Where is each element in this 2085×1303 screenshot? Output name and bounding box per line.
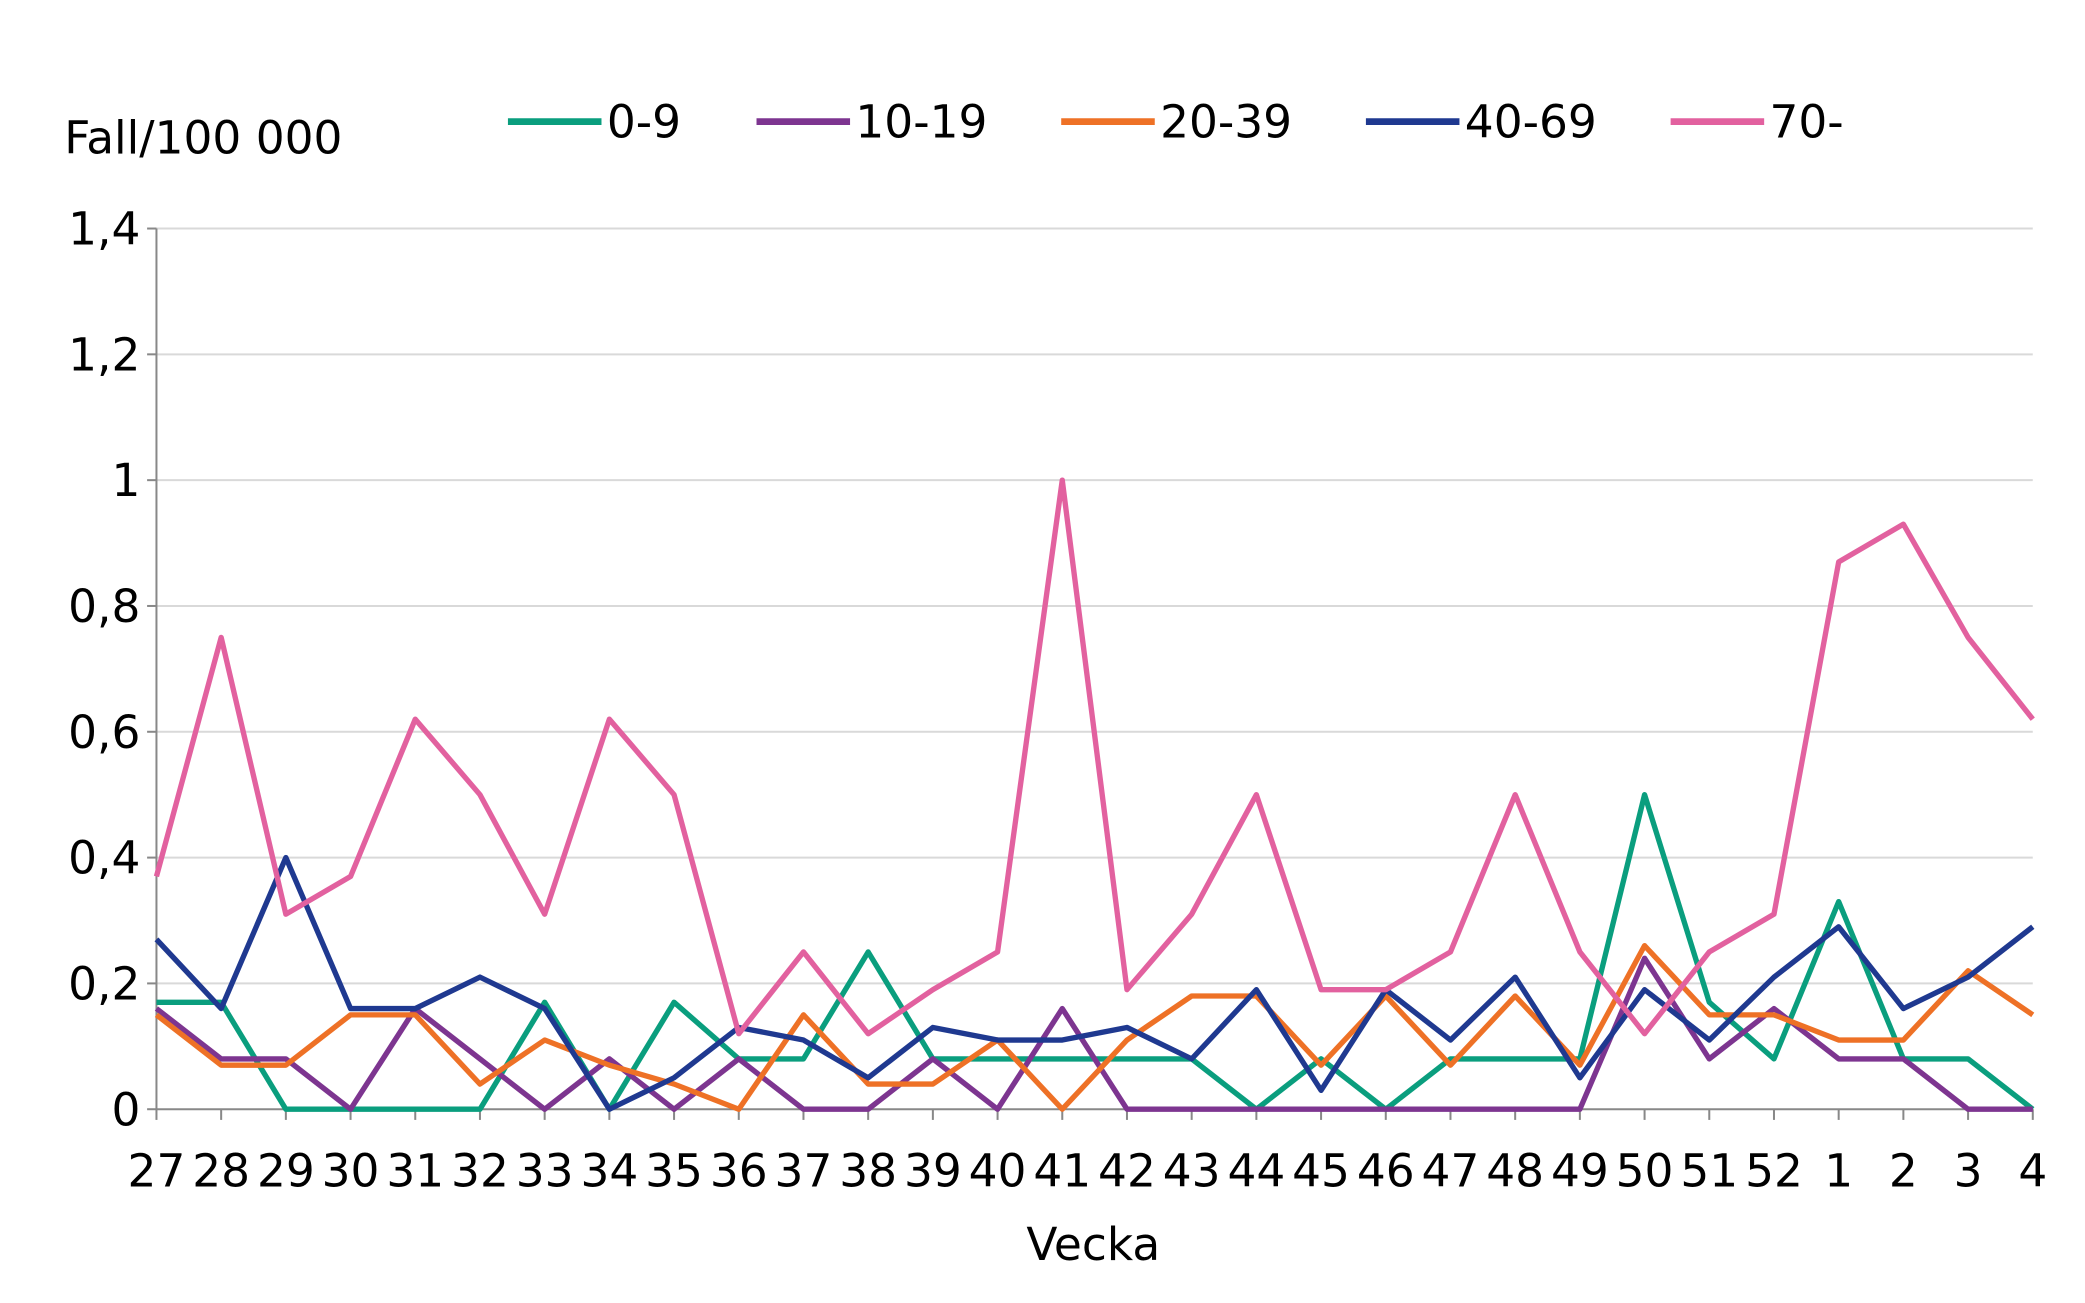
x-tick-labels: 27 28 29 30 31 32 33 34 35 36 37 38 39 40 41 42 43 44 45 46… — [128, 1145, 2048, 1198]
x-tick-label: 31 — [386, 1145, 444, 1198]
x-tick-label: 2 — [1889, 1145, 1918, 1198]
x-tick-label: 27 — [128, 1145, 186, 1198]
x-tick-label: 46 — [1357, 1145, 1415, 1198]
series-line-10-19 — [154, 955, 2033, 1112]
x-tick-label: 33 — [516, 1145, 574, 1198]
y-tick-label: 0,6 — [68, 706, 140, 759]
series-line-20-39 — [154, 942, 2035, 1112]
series-lines — [153, 477, 2035, 1112]
x-tick-label: 44 — [1227, 1145, 1285, 1198]
x-tick-label: 4 — [2018, 1145, 2047, 1198]
x-tick-label: 43 — [1163, 1145, 1221, 1198]
y-tick-label: 1 — [112, 454, 141, 507]
x-tick-label: 45 — [1292, 1145, 1350, 1198]
y-tick-label: 0,8 — [68, 580, 140, 633]
x-tick-label: 42 — [1098, 1145, 1156, 1198]
gridlines — [156, 227, 2033, 985]
legend-label: 10-19 — [855, 96, 987, 149]
x-tick-label: 37 — [775, 1145, 833, 1198]
x-tick-label: 36 — [710, 1145, 768, 1198]
x-tick-label: 41 — [1033, 1145, 1091, 1198]
axes — [147, 227, 2034, 1120]
x-axis-label: Vecka — [1026, 1218, 1160, 1271]
series-line-70- — [153, 477, 2035, 1037]
x-tick-label: 39 — [904, 1145, 962, 1198]
y-tick-label: 0 — [112, 1083, 141, 1136]
legend-label: 40-69 — [1465, 96, 1597, 149]
y-tick-label: 0,4 — [68, 832, 140, 885]
x-tick-label: 3 — [1954, 1145, 1983, 1198]
x-tick-label: 50 — [1616, 1145, 1674, 1198]
legend-label: 20-39 — [1160, 96, 1292, 149]
y-tick-labels: 0 0,2 0,4 0,6 0,8 1 1,2 1,4 — [68, 203, 140, 1137]
series-line-40-69 — [154, 854, 2035, 1112]
legend: 0-9 10-19 20-39 40-69 70- — [507, 96, 1844, 149]
x-tick-label: 28 — [192, 1145, 250, 1198]
legend-label: 0-9 — [607, 96, 681, 149]
x-tick-label: 35 — [645, 1145, 703, 1198]
y-tick-label: 1,4 — [68, 203, 140, 256]
x-tick-label: 30 — [322, 1145, 380, 1198]
x-tick-label: 51 — [1680, 1145, 1738, 1198]
x-tick-label: 38 — [839, 1145, 897, 1198]
y-tick-label: 0,2 — [68, 957, 140, 1010]
x-tick-label: 47 — [1422, 1145, 1480, 1198]
x-tick-label: 52 — [1745, 1145, 1803, 1198]
x-tick-label: 40 — [969, 1145, 1027, 1198]
x-tick-label: 1 — [1824, 1145, 1853, 1198]
x-tick-label: 34 — [580, 1145, 638, 1198]
x-tick-label: 48 — [1486, 1145, 1544, 1198]
legend-label: 70- — [1770, 96, 1844, 149]
x-tick-label: 32 — [451, 1145, 509, 1198]
y-axis-label: Fall/100 000 — [64, 112, 342, 165]
x-tick-label: 49 — [1551, 1145, 1609, 1198]
y-tick-label: 1,2 — [68, 328, 140, 381]
x-tick-label: 29 — [257, 1145, 315, 1198]
